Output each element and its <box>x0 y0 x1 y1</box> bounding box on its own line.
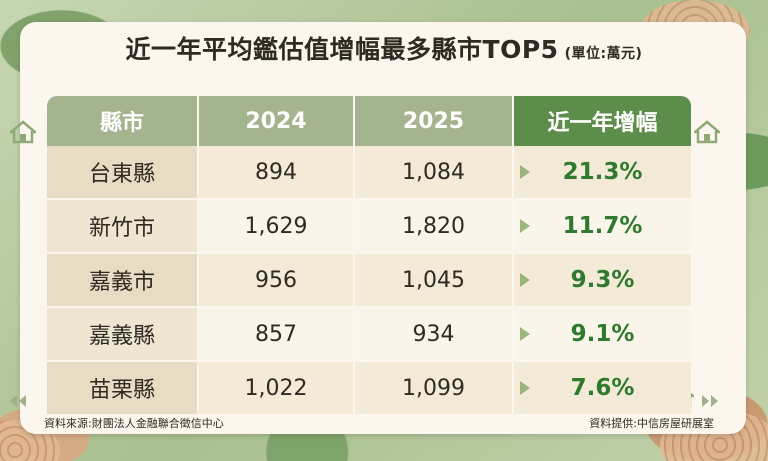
growth-value: 9.1% <box>570 321 635 347</box>
title-text: 近一年平均鑑估值增幅最多縣市TOP5 <box>125 35 559 64</box>
source-note: 資料來源:財團法人金融聯合徵信中心 <box>44 417 224 430</box>
value-2025: 1,099 <box>355 362 514 416</box>
page-title: 近一年平均鑑估值增幅最多縣市TOP5 (單位:萬元) <box>0 30 768 66</box>
arrow-right-icon <box>702 395 718 407</box>
growth-cell: 9.1% <box>514 308 691 362</box>
data-table: 縣市 2024 2025 近一年增幅 台東縣 894 1,084 21.3% 新… <box>47 96 691 416</box>
county-name: 台東縣 <box>47 146 199 200</box>
growth-cell: 7.6% <box>514 362 691 416</box>
value-2025: 1,045 <box>355 254 514 308</box>
table-header-row: 縣市 2024 2025 近一年增幅 <box>47 96 691 146</box>
table-row: 苗栗縣 1,022 1,099 7.6% <box>47 362 691 416</box>
county-name: 新竹市 <box>47 200 199 254</box>
provider-note: 資料提供:中信房屋研展室 <box>589 417 714 430</box>
county-name: 嘉義市 <box>47 254 199 308</box>
value-2024: 894 <box>199 146 355 200</box>
value-2025: 1,084 <box>355 146 514 200</box>
row-arrow-icon <box>520 381 530 395</box>
row-arrow-icon <box>520 273 530 287</box>
county-name: 苗栗縣 <box>47 362 199 416</box>
value-2024: 1,022 <box>199 362 355 416</box>
table-row: 新竹市 1,629 1,820 11.7% <box>47 200 691 254</box>
arrow-left-icon <box>10 395 26 407</box>
row-arrow-icon <box>520 327 530 341</box>
house-icon <box>694 120 720 144</box>
growth-value: 7.6% <box>570 375 635 401</box>
value-2025: 1,820 <box>355 200 514 254</box>
growth-cell: 9.3% <box>514 254 691 308</box>
growth-value: 11.7% <box>562 213 643 239</box>
table-row: 台東縣 894 1,084 21.3% <box>47 146 691 200</box>
column-header-2025: 2025 <box>355 96 514 146</box>
value-2024: 956 <box>199 254 355 308</box>
value-2024: 857 <box>199 308 355 362</box>
county-name: 嘉義縣 <box>47 308 199 362</box>
growth-cell: 11.7% <box>514 200 691 254</box>
row-arrow-icon <box>520 219 530 233</box>
house-icon <box>10 120 36 144</box>
row-arrow-icon <box>520 165 530 179</box>
growth-cell: 21.3% <box>514 146 691 200</box>
value-2025: 934 <box>355 308 514 362</box>
column-header-county: 縣市 <box>47 96 199 146</box>
growth-value: 9.3% <box>570 267 635 293</box>
table-row: 嘉義縣 857 934 9.1% <box>47 308 691 362</box>
value-2024: 1,629 <box>199 200 355 254</box>
table-row: 嘉義市 956 1,045 9.3% <box>47 254 691 308</box>
growth-value: 21.3% <box>562 159 643 185</box>
unit-label: (單位:萬元) <box>564 46 643 62</box>
column-header-growth: 近一年增幅 <box>514 96 691 146</box>
column-header-2024: 2024 <box>199 96 355 146</box>
